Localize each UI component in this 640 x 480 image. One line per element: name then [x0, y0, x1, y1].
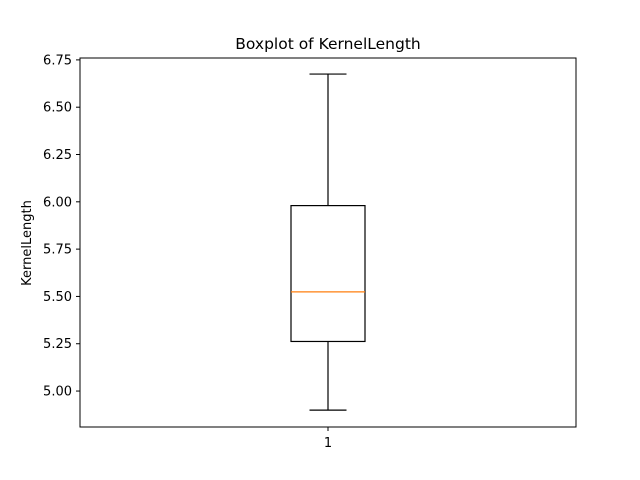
y-tick-label: 6.00 [43, 195, 72, 210]
x-tick-label: 1 [324, 436, 332, 451]
y-axis-ticks: 5.00 5.25 5.50 5.75 6.00 6.25 6.50 6.75 [43, 53, 80, 400]
y-tick-label: 5.50 [43, 290, 72, 305]
box-series [290, 73, 366, 411]
chart-title: Boxplot of KernelLength [235, 35, 420, 53]
y-tick-label: 5.00 [43, 385, 72, 400]
y-tick-label: 6.50 [43, 101, 72, 116]
y-tick-label: 5.25 [43, 337, 72, 352]
y-axis-label: KernelLength [20, 200, 35, 286]
plot-frame [79, 57, 577, 428]
box-iqr [290, 205, 366, 343]
y-tick-label: 6.75 [43, 53, 72, 68]
y-tick-label: 6.25 [43, 148, 72, 163]
x-axis-ticks: 1 [324, 427, 332, 451]
y-tick-label: 5.75 [43, 243, 72, 258]
box-item [290, 73, 366, 411]
